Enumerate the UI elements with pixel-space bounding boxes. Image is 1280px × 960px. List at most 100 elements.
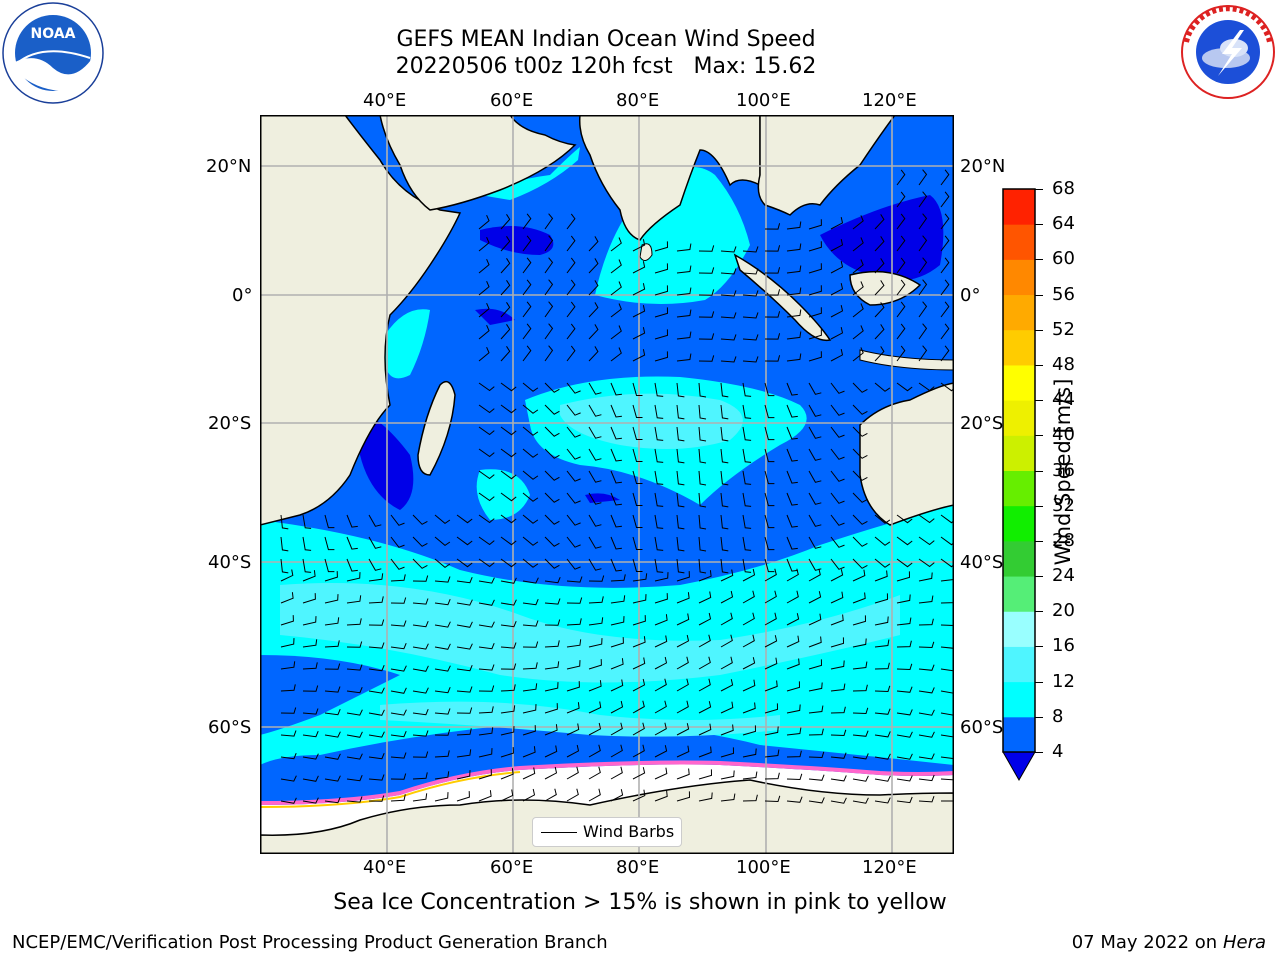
wind-barb — [830, 304, 844, 318]
wind-barb — [368, 619, 385, 626]
wind-barb — [918, 641, 935, 649]
wind-barb — [720, 470, 729, 486]
wind-barb — [830, 536, 845, 548]
colorbar-segment — [1003, 470, 1035, 507]
wind-barb — [808, 492, 822, 505]
wind-barb — [566, 723, 580, 736]
wind-barb — [610, 382, 622, 396]
wind-barb — [742, 334, 759, 341]
wind-barb — [324, 731, 341, 738]
wind-barb — [522, 704, 537, 714]
wind-barb — [544, 426, 560, 437]
wind-barb — [896, 382, 913, 392]
wind-barb — [852, 569, 866, 582]
wind-barb — [830, 260, 844, 274]
wind-barb — [720, 558, 729, 574]
wind-barb — [830, 326, 844, 340]
wind-barb — [786, 265, 802, 274]
wind-barb — [368, 753, 385, 760]
wind-barb — [852, 325, 864, 340]
wind-barb — [676, 448, 685, 464]
wind-barb — [852, 753, 869, 760]
wind-barb — [544, 213, 554, 230]
wind-barb — [852, 775, 869, 782]
wind-barb — [522, 641, 539, 648]
wind-barb — [368, 558, 382, 571]
wind-barb — [500, 577, 517, 584]
wind-barb — [742, 634, 755, 648]
wind-barb — [632, 470, 643, 484]
wind-barb — [588, 701, 602, 714]
wind-barb — [698, 311, 715, 318]
wind-barb — [588, 575, 605, 582]
wind-barb — [566, 702, 580, 714]
wind-barb — [434, 665, 451, 672]
wind-barb — [764, 749, 780, 758]
wind-barb — [764, 726, 779, 736]
wind-barb — [830, 797, 847, 804]
wind-barb — [522, 279, 532, 296]
bottom-lon-label-60e: 60°E — [490, 857, 534, 878]
right-lat-label-60s: 60°S — [960, 717, 1004, 738]
wind-barb — [346, 572, 361, 582]
wind-barb — [368, 596, 384, 604]
colorbar-tick-mark — [1035, 435, 1043, 437]
wind-barb — [698, 333, 715, 340]
wind-barb — [698, 355, 715, 362]
wind-barb — [808, 568, 821, 582]
wind-barb — [786, 382, 798, 396]
wind-barb — [941, 799, 954, 802]
wind-barb — [918, 235, 928, 252]
wind-barb — [478, 621, 495, 628]
sumatra-land — [733, 253, 832, 342]
wind-barb — [368, 665, 385, 672]
wind-barb — [302, 662, 318, 670]
wind-barb — [412, 772, 428, 780]
wind-barb — [808, 591, 822, 604]
wind-barb — [830, 660, 845, 670]
wind-barb — [676, 243, 692, 252]
wind-barb — [500, 302, 511, 318]
wind-barb — [478, 790, 492, 802]
wind-barb — [632, 382, 643, 396]
wind-barb — [874, 382, 891, 392]
wind-barb — [764, 470, 775, 485]
wind-barb — [720, 448, 729, 464]
colorbar-tick-label: 44 — [1052, 389, 1075, 411]
wind-barb — [852, 661, 868, 670]
wind-barb — [500, 599, 517, 606]
wind-barb — [698, 470, 707, 486]
wind-barb — [588, 617, 604, 626]
wind-barb — [500, 621, 517, 628]
wind-barb — [302, 570, 316, 582]
wind-barb — [786, 727, 802, 736]
wind-barb — [500, 346, 511, 362]
wind-barb — [456, 707, 473, 714]
wind-barb — [742, 536, 752, 551]
wind-barb — [522, 470, 539, 480]
wind-barb — [544, 323, 554, 340]
bottom-lon-label-40e: 40°E — [363, 857, 407, 878]
wind-barb — [610, 259, 622, 274]
colorbar-segment — [1003, 224, 1035, 260]
wind-barb — [896, 594, 911, 604]
wind-barb — [588, 680, 602, 692]
wind-barb — [412, 621, 429, 628]
wind-barb — [588, 346, 599, 362]
wind-barb — [434, 599, 451, 606]
wind-barb — [698, 723, 712, 736]
wind-barb — [742, 794, 758, 802]
wind-barb — [874, 514, 891, 524]
wind-barb — [720, 656, 733, 670]
wind-barb — [896, 279, 906, 296]
wind-barb — [786, 426, 798, 440]
wind-barb — [566, 492, 581, 504]
wind-barb — [566, 257, 576, 274]
wind-barb — [390, 731, 407, 738]
wind-barb — [830, 348, 844, 362]
wind-barb — [434, 750, 450, 758]
wind-barb — [764, 492, 775, 507]
wind-barb — [632, 426, 643, 440]
wind-barb — [720, 770, 735, 780]
wind-barb — [786, 448, 798, 462]
